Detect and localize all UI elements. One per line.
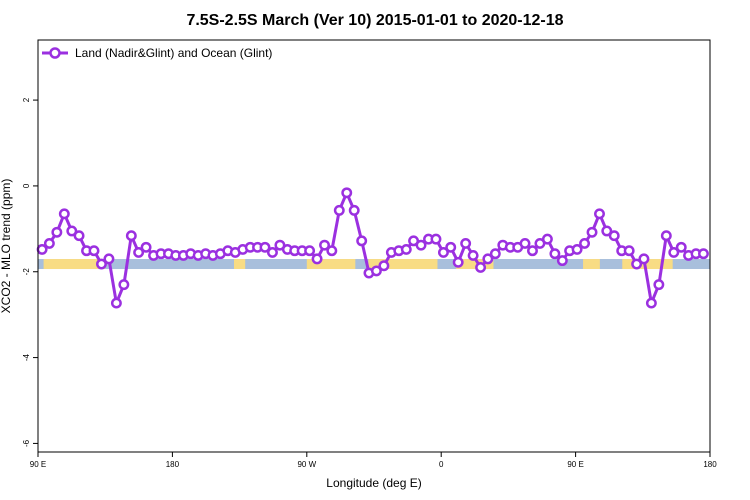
x-tick-label: 90 W <box>297 460 316 469</box>
data-point <box>73 230 85 242</box>
data-point <box>43 237 55 249</box>
land-band-segment <box>43 259 106 270</box>
plot-frame <box>37 39 711 453</box>
data-point <box>140 241 152 253</box>
data-point <box>698 248 709 260</box>
data-point <box>333 204 345 216</box>
y-axis-label: XCO2 - MLO trend (ppm) <box>0 179 13 314</box>
legend-marker <box>49 47 61 59</box>
y-tick-label: -6 <box>22 439 31 447</box>
data-point <box>437 246 449 258</box>
data-point <box>601 225 613 237</box>
data-point <box>319 239 330 251</box>
data-point <box>58 208 70 220</box>
data-point <box>489 248 501 260</box>
data-point <box>341 187 353 199</box>
data-point <box>527 245 538 257</box>
data-point <box>638 253 650 265</box>
legend-entry: Land (Nadir&Glint) and Ocean (Glint) <box>75 46 272 60</box>
data-point <box>519 237 531 249</box>
data-point <box>118 279 130 291</box>
data-point <box>467 249 479 261</box>
data-point <box>348 204 360 216</box>
data-point <box>88 245 100 257</box>
land-band-segment <box>583 259 600 270</box>
data-point <box>631 258 643 270</box>
data-point <box>311 253 323 265</box>
y-tick-label: 0 <box>22 183 31 188</box>
data-point <box>378 260 390 272</box>
land-band-segment <box>622 259 673 270</box>
data-point <box>415 239 427 251</box>
data-point <box>370 265 382 277</box>
x-tick-label: 90 E <box>30 460 46 469</box>
data-point <box>267 246 278 258</box>
data-point <box>125 230 137 242</box>
data-point <box>645 297 657 309</box>
land-band-segment <box>456 259 494 270</box>
data-point <box>675 241 687 253</box>
data-point <box>400 243 412 255</box>
data-point <box>51 226 63 238</box>
data-point <box>259 241 271 253</box>
y-tick-label: 2 <box>22 97 31 102</box>
land-band-segment <box>368 259 438 270</box>
data-point <box>103 253 115 265</box>
land-band-segment <box>306 259 356 270</box>
chart-title: 7.5S-2.5S March (Ver 10) 2015-01-01 to 2… <box>186 12 563 29</box>
data-point <box>304 245 316 257</box>
y-axis: 2 0 -2 -4 -6 <box>22 97 38 447</box>
x-tick-label: 180 <box>166 460 180 469</box>
data-point <box>482 253 494 265</box>
plot-series <box>36 187 709 309</box>
data-point <box>608 230 620 242</box>
data-point <box>96 258 107 270</box>
data-point <box>66 225 78 237</box>
data-point <box>445 241 457 253</box>
data-point <box>326 245 338 257</box>
data-point <box>460 237 472 249</box>
x-tick-label: 0 <box>439 460 444 469</box>
land-ocean-band <box>38 259 710 270</box>
x-tick-label: 180 <box>703 460 717 469</box>
data-point <box>133 246 145 258</box>
data-point <box>594 208 605 220</box>
land-band-segment <box>234 259 246 270</box>
data-point <box>623 245 635 257</box>
y-tick-label: -2 <box>22 268 31 276</box>
data-point <box>475 262 487 273</box>
data-point <box>668 246 680 258</box>
x-axis: 90 E 180 90 W 0 90 E 180 <box>30 452 717 469</box>
data-point <box>356 235 368 247</box>
data-point <box>586 226 598 238</box>
data-point <box>549 248 561 260</box>
data-point <box>541 233 553 245</box>
y-tick-label: -4 <box>22 353 31 361</box>
x-tick-label: 90 E <box>567 460 583 469</box>
data-point <box>430 233 442 245</box>
data-point <box>556 255 568 267</box>
data-point <box>571 243 583 255</box>
x-axis-label: Longitude (deg E) <box>326 476 421 490</box>
data-point <box>452 256 464 268</box>
data-point <box>653 279 665 291</box>
data-point <box>110 297 122 309</box>
data-point <box>660 230 672 242</box>
legend: Land (Nadir&Glint) and Ocean (Glint) <box>42 46 272 60</box>
data-point <box>579 237 591 249</box>
